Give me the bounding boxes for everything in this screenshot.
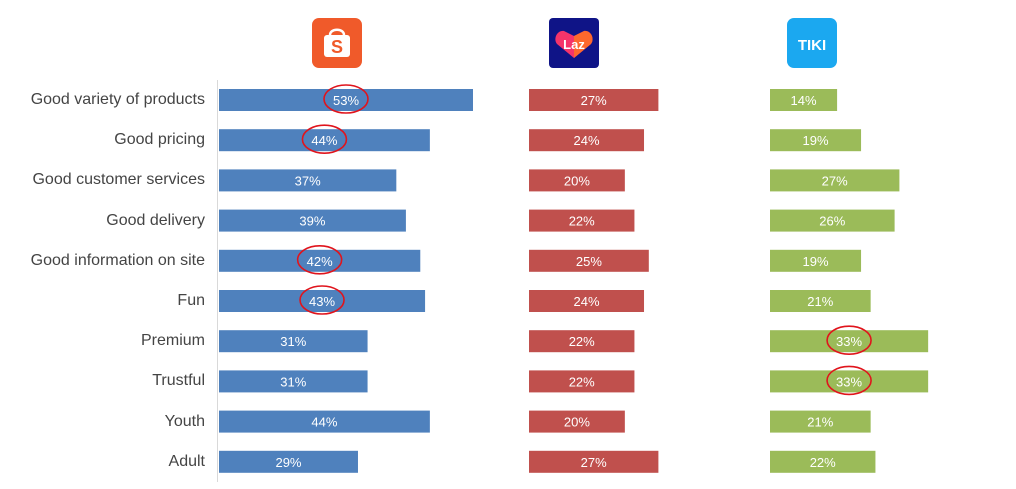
- bar: [219, 450, 358, 473]
- category-label: Premium: [140, 332, 205, 350]
- bar: [219, 209, 406, 232]
- shopee-logo-icon: S: [312, 18, 362, 68]
- lazada-logo-icon: Laz: [549, 18, 599, 68]
- bar: [770, 450, 876, 473]
- bar: [529, 330, 635, 353]
- series-tiki: 14% 19% 27% 26% 19% 21% 33% 33% 21% 22%: [770, 89, 929, 473]
- highlight-circle: [826, 365, 872, 396]
- data-label: 53%: [333, 93, 359, 108]
- lazada-logo-text: Laz: [563, 37, 585, 52]
- data-label: 22%: [569, 374, 595, 389]
- data-label: 25%: [576, 254, 602, 269]
- bar: [529, 410, 625, 433]
- bar: [770, 129, 862, 152]
- category-label: Good variety of products: [30, 91, 205, 108]
- data-label: 42%: [307, 254, 333, 269]
- bar: [529, 129, 645, 152]
- highlight-circle: [296, 244, 343, 275]
- data-label: 24%: [573, 133, 599, 148]
- tiki-logo-text: TIKI: [798, 37, 826, 54]
- bar: [770, 330, 929, 353]
- data-label: 22%: [569, 334, 595, 349]
- bar: [529, 89, 659, 111]
- bar: [219, 290, 426, 312]
- bar: [770, 290, 871, 312]
- highlight-circle: [299, 285, 345, 315]
- data-label: 26%: [819, 214, 845, 229]
- bar: [219, 169, 397, 192]
- bar: [219, 370, 368, 393]
- bar: [529, 209, 635, 232]
- data-label: 44%: [311, 415, 337, 430]
- data-label: 31%: [280, 374, 306, 389]
- data-label: 14%: [791, 93, 817, 108]
- series-lazada: 27% 24% 20% 22% 25% 24% 22% 22% 20% 27%: [529, 89, 659, 473]
- data-label: 22%: [810, 455, 836, 470]
- category-label: Adult: [168, 452, 205, 470]
- bar: [770, 209, 895, 232]
- data-label: 43%: [309, 294, 335, 309]
- series-shopee: 53% 44% 37% 39% 42% 43% 31% 31% 44% 29%: [219, 84, 473, 473]
- bar: [529, 450, 659, 473]
- bar: [529, 249, 649, 272]
- category-label: Good customer services: [32, 171, 205, 189]
- data-label: 22%: [569, 214, 595, 229]
- bar: [770, 89, 838, 111]
- category-label: Fun: [177, 292, 205, 309]
- category-label: Good information on site: [30, 251, 205, 269]
- bar: [219, 129, 430, 152]
- data-label: 20%: [564, 173, 590, 188]
- data-label: 29%: [275, 455, 301, 470]
- data-label: 39%: [299, 214, 325, 229]
- data-label: 21%: [807, 415, 833, 430]
- bar: [770, 410, 871, 433]
- data-label: 44%: [311, 133, 337, 148]
- category-label: Youth: [164, 412, 205, 430]
- data-label: 21%: [807, 294, 833, 309]
- bar: [529, 290, 645, 312]
- shopee-logo-letter: S: [331, 37, 343, 57]
- category-label: Good delivery: [106, 211, 205, 229]
- data-label: 31%: [280, 334, 306, 349]
- data-label: 33%: [836, 374, 862, 389]
- bar: [770, 249, 862, 272]
- highlight-circle: [323, 84, 369, 114]
- data-label: 33%: [836, 334, 862, 349]
- bar: [219, 410, 430, 433]
- category-label: Trustful: [152, 372, 205, 390]
- bar: [219, 89, 473, 111]
- data-label: 27%: [822, 173, 848, 188]
- data-label: 27%: [581, 455, 607, 470]
- bar: [219, 249, 421, 272]
- bar: [529, 169, 625, 192]
- category-label: Good pricing: [114, 131, 205, 149]
- highlight-circle: [301, 124, 348, 154]
- highlight-circle: [826, 325, 872, 356]
- data-label: 19%: [803, 254, 829, 269]
- bar: [529, 370, 635, 393]
- data-label: 37%: [295, 173, 321, 188]
- bar: [770, 370, 929, 393]
- data-label: 20%: [564, 415, 590, 430]
- bar: [219, 330, 368, 353]
- tiki-logo-icon: TIKI: [787, 18, 837, 68]
- data-label: 24%: [573, 294, 599, 309]
- bar: [770, 169, 900, 192]
- data-label: 19%: [803, 133, 829, 148]
- data-label: 27%: [581, 93, 607, 108]
